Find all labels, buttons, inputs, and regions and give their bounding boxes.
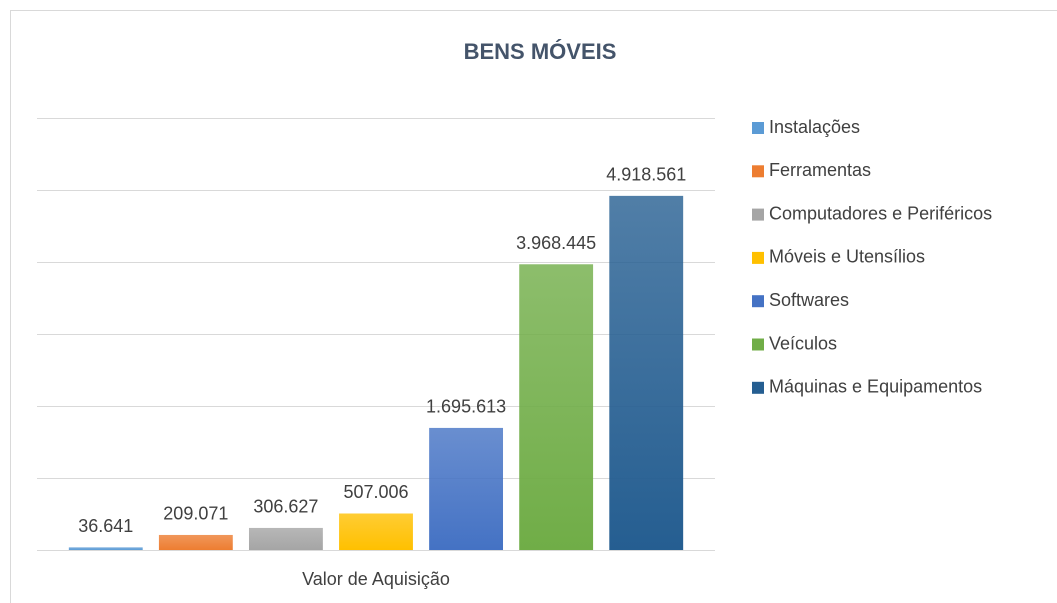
data-label: 507.006: [343, 482, 408, 502]
legend-label: Ferramentas: [769, 160, 871, 180]
bar: [429, 427, 504, 550]
legend-label: Máquinas e Equipamentos: [769, 377, 982, 397]
bar: [68, 547, 143, 550]
data-label: 36.641: [78, 516, 133, 536]
data-label: 3.968.445: [516, 233, 596, 253]
legend-swatch: [752, 208, 764, 221]
bar: [519, 264, 594, 550]
bar: [609, 195, 684, 551]
bar: [248, 527, 323, 550]
legend-swatch: [752, 251, 764, 264]
legend-swatch: [752, 338, 764, 351]
legend-label: Móveis e Utensílios: [769, 247, 925, 267]
legend-swatch: [752, 381, 764, 394]
legend-swatch: [752, 295, 764, 308]
data-label: 209.071: [163, 504, 228, 524]
legend-label: Softwares: [769, 290, 849, 310]
legend-swatch: [752, 122, 764, 134]
data-label: 1.695.613: [426, 397, 506, 417]
legend-label: Computadores e Periféricos: [769, 203, 992, 223]
legend-label: Veículos: [769, 333, 837, 353]
x-tick-label: Valor de Aquisição: [302, 569, 450, 589]
legend-label: Instalações: [769, 117, 860, 137]
bar: [339, 513, 413, 550]
legend-swatch: [752, 165, 764, 178]
data-label: 306.627: [253, 497, 318, 517]
bar: [158, 534, 233, 550]
chart-title: BENS MÓVEIS: [464, 39, 617, 64]
data-label: 4.918.561: [606, 165, 686, 185]
